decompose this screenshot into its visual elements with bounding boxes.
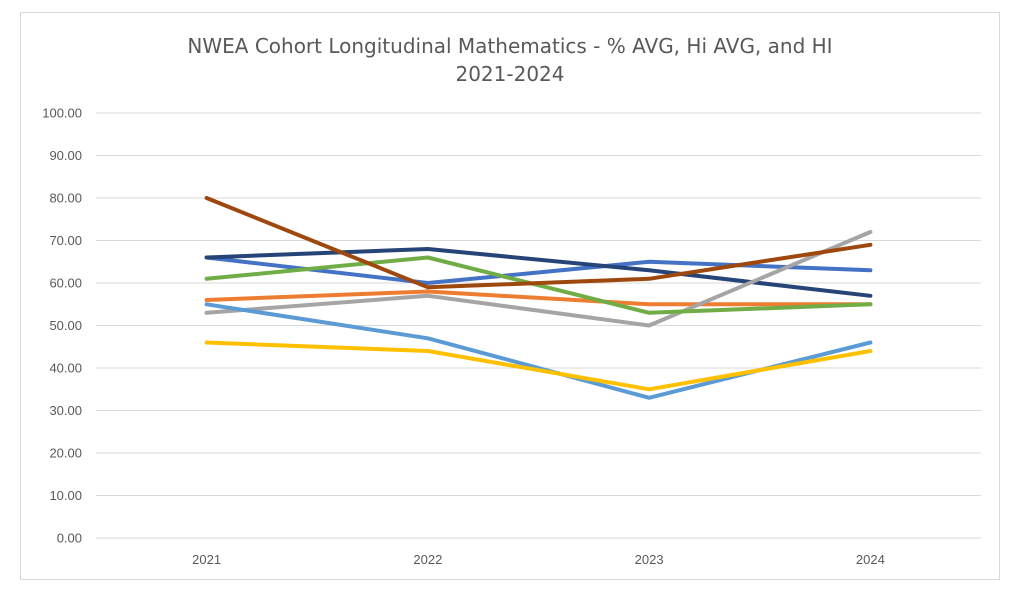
y-tick-label: 70.00 xyxy=(49,233,82,248)
series-line-7 xyxy=(204,302,873,400)
series-line-8 xyxy=(204,340,873,392)
y-tick-label: 60.00 xyxy=(49,276,82,291)
series-lines xyxy=(204,196,873,400)
series-line-5 xyxy=(204,255,873,315)
chart-title-line-1: NWEA Cohort Longitudinal Mathematics - %… xyxy=(187,34,832,58)
y-tick-label: 0.00 xyxy=(57,531,82,546)
series-line-2 xyxy=(204,247,873,298)
x-tick-label: 2024 xyxy=(856,552,885,567)
series-line-1 xyxy=(204,255,873,285)
chart-frame: NWEA Cohort Longitudinal Mathematics - %… xyxy=(20,12,1000,580)
y-axis-tick-labels: 0.00 10.00 20.00 30.00 40.00 50.00 60.00 70.00 8… xyxy=(42,106,82,546)
y-tick-label: 10.00 xyxy=(49,488,82,503)
y-tick-label: 30.00 xyxy=(49,403,82,418)
y-tick-label: 90.00 xyxy=(49,148,82,163)
x-tick-label: 2022 xyxy=(413,552,442,567)
line-chart: NWEA Cohort Longitudinal Mathematics - %… xyxy=(42,34,981,567)
y-tick-label: 100.00 xyxy=(42,106,82,121)
x-axis-tick-labels: 2021 2022 2023 2024 xyxy=(192,552,885,567)
series-line-3 xyxy=(204,289,873,307)
x-tick-label: 2021 xyxy=(192,552,221,567)
y-tick-label: 20.00 xyxy=(49,446,82,461)
y-tick-label: 50.00 xyxy=(49,318,82,333)
x-tick-label: 2023 xyxy=(635,552,664,567)
series-line-6 xyxy=(204,196,873,290)
series-line-4 xyxy=(204,230,873,328)
y-tick-label: 40.00 xyxy=(49,361,82,376)
y-tick-label: 80.00 xyxy=(49,191,82,206)
gridlines xyxy=(96,112,981,539)
chart-title-line-2: 2021-2024 xyxy=(455,62,564,86)
